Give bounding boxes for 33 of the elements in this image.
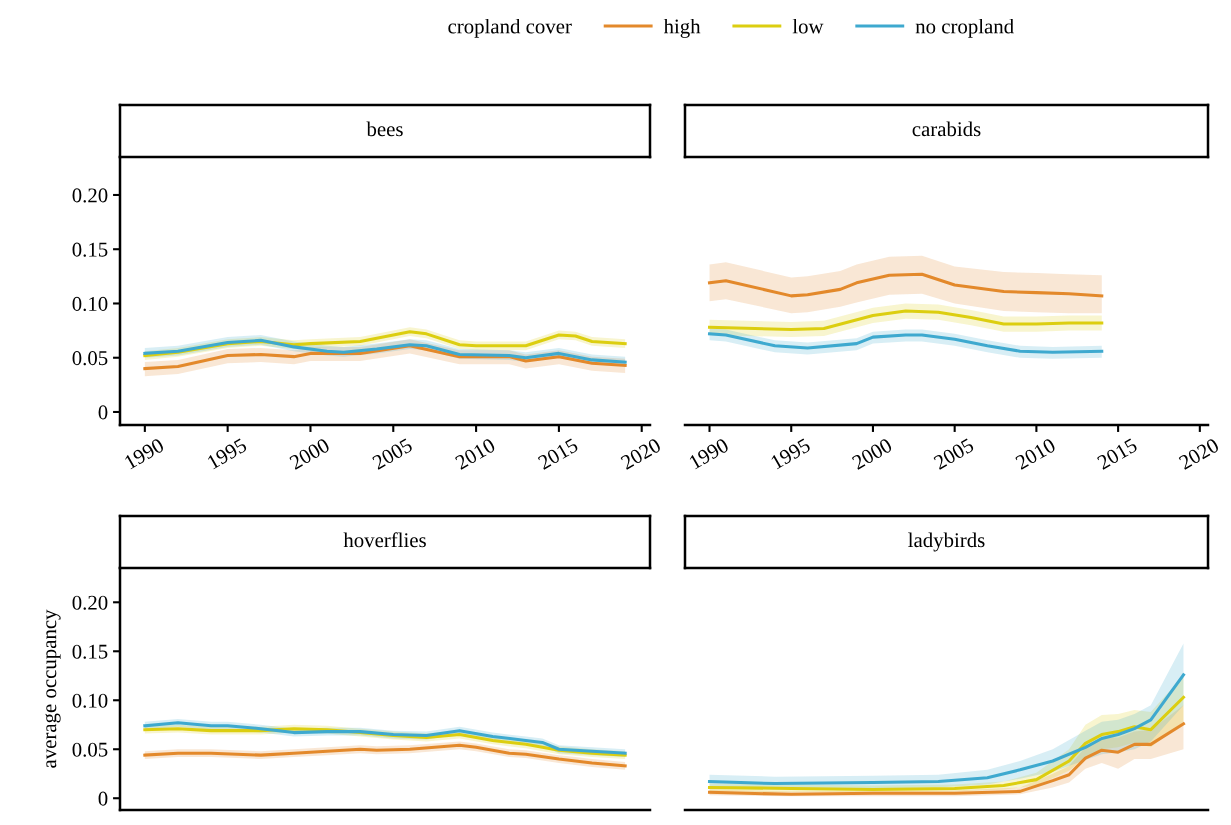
chart-title: bees <box>366 121 403 137</box>
x-tick-label: 2015 <box>1096 437 1139 470</box>
x-tick-label: 1995 <box>770 437 812 470</box>
legend-title: cropland cover <box>448 18 572 38</box>
x-tick-label: 1995 <box>206 437 248 470</box>
legend-label: high <box>663 18 701 38</box>
y-tick-label: 0 <box>98 791 108 806</box>
y-tick-label: 0.15 <box>72 644 108 659</box>
x-tick-label: 1990 <box>688 437 730 470</box>
y-tick-label: 0.20 <box>72 595 108 610</box>
chart-title: ladybirds <box>908 532 985 552</box>
chart-title: carabids <box>912 121 981 137</box>
y-tick-label: 0.20 <box>72 188 108 203</box>
y-tick-label: 0 <box>98 405 108 420</box>
x-tick-label: 2010 <box>454 437 497 470</box>
x-tick-label: 2005 <box>933 437 975 470</box>
legend-label: low <box>792 18 824 34</box>
x-tick-label: 2010 <box>1014 437 1057 470</box>
y-tick-label: 0.05 <box>72 351 108 366</box>
y-tick-label: 0.05 <box>72 742 108 757</box>
y-tick-label: 0.15 <box>72 242 108 257</box>
chart-title: hoverflies <box>343 532 426 548</box>
x-tick-label: 2020 <box>620 437 662 470</box>
y-axis-title: average occupancy <box>45 609 61 768</box>
y-tick-label: 0.10 <box>72 693 108 708</box>
x-tick-label: 2020 <box>1178 437 1220 470</box>
x-tick-label: 2015 <box>537 437 579 470</box>
legend-label: no cropland <box>915 18 1014 38</box>
y-tick-label: 0.10 <box>72 296 108 311</box>
x-tick-label: 2005 <box>371 437 414 470</box>
x-tick-label: 2000 <box>288 437 331 470</box>
x-tick-label: 2000 <box>851 437 893 470</box>
x-tick-label: 1990 <box>123 437 165 470</box>
